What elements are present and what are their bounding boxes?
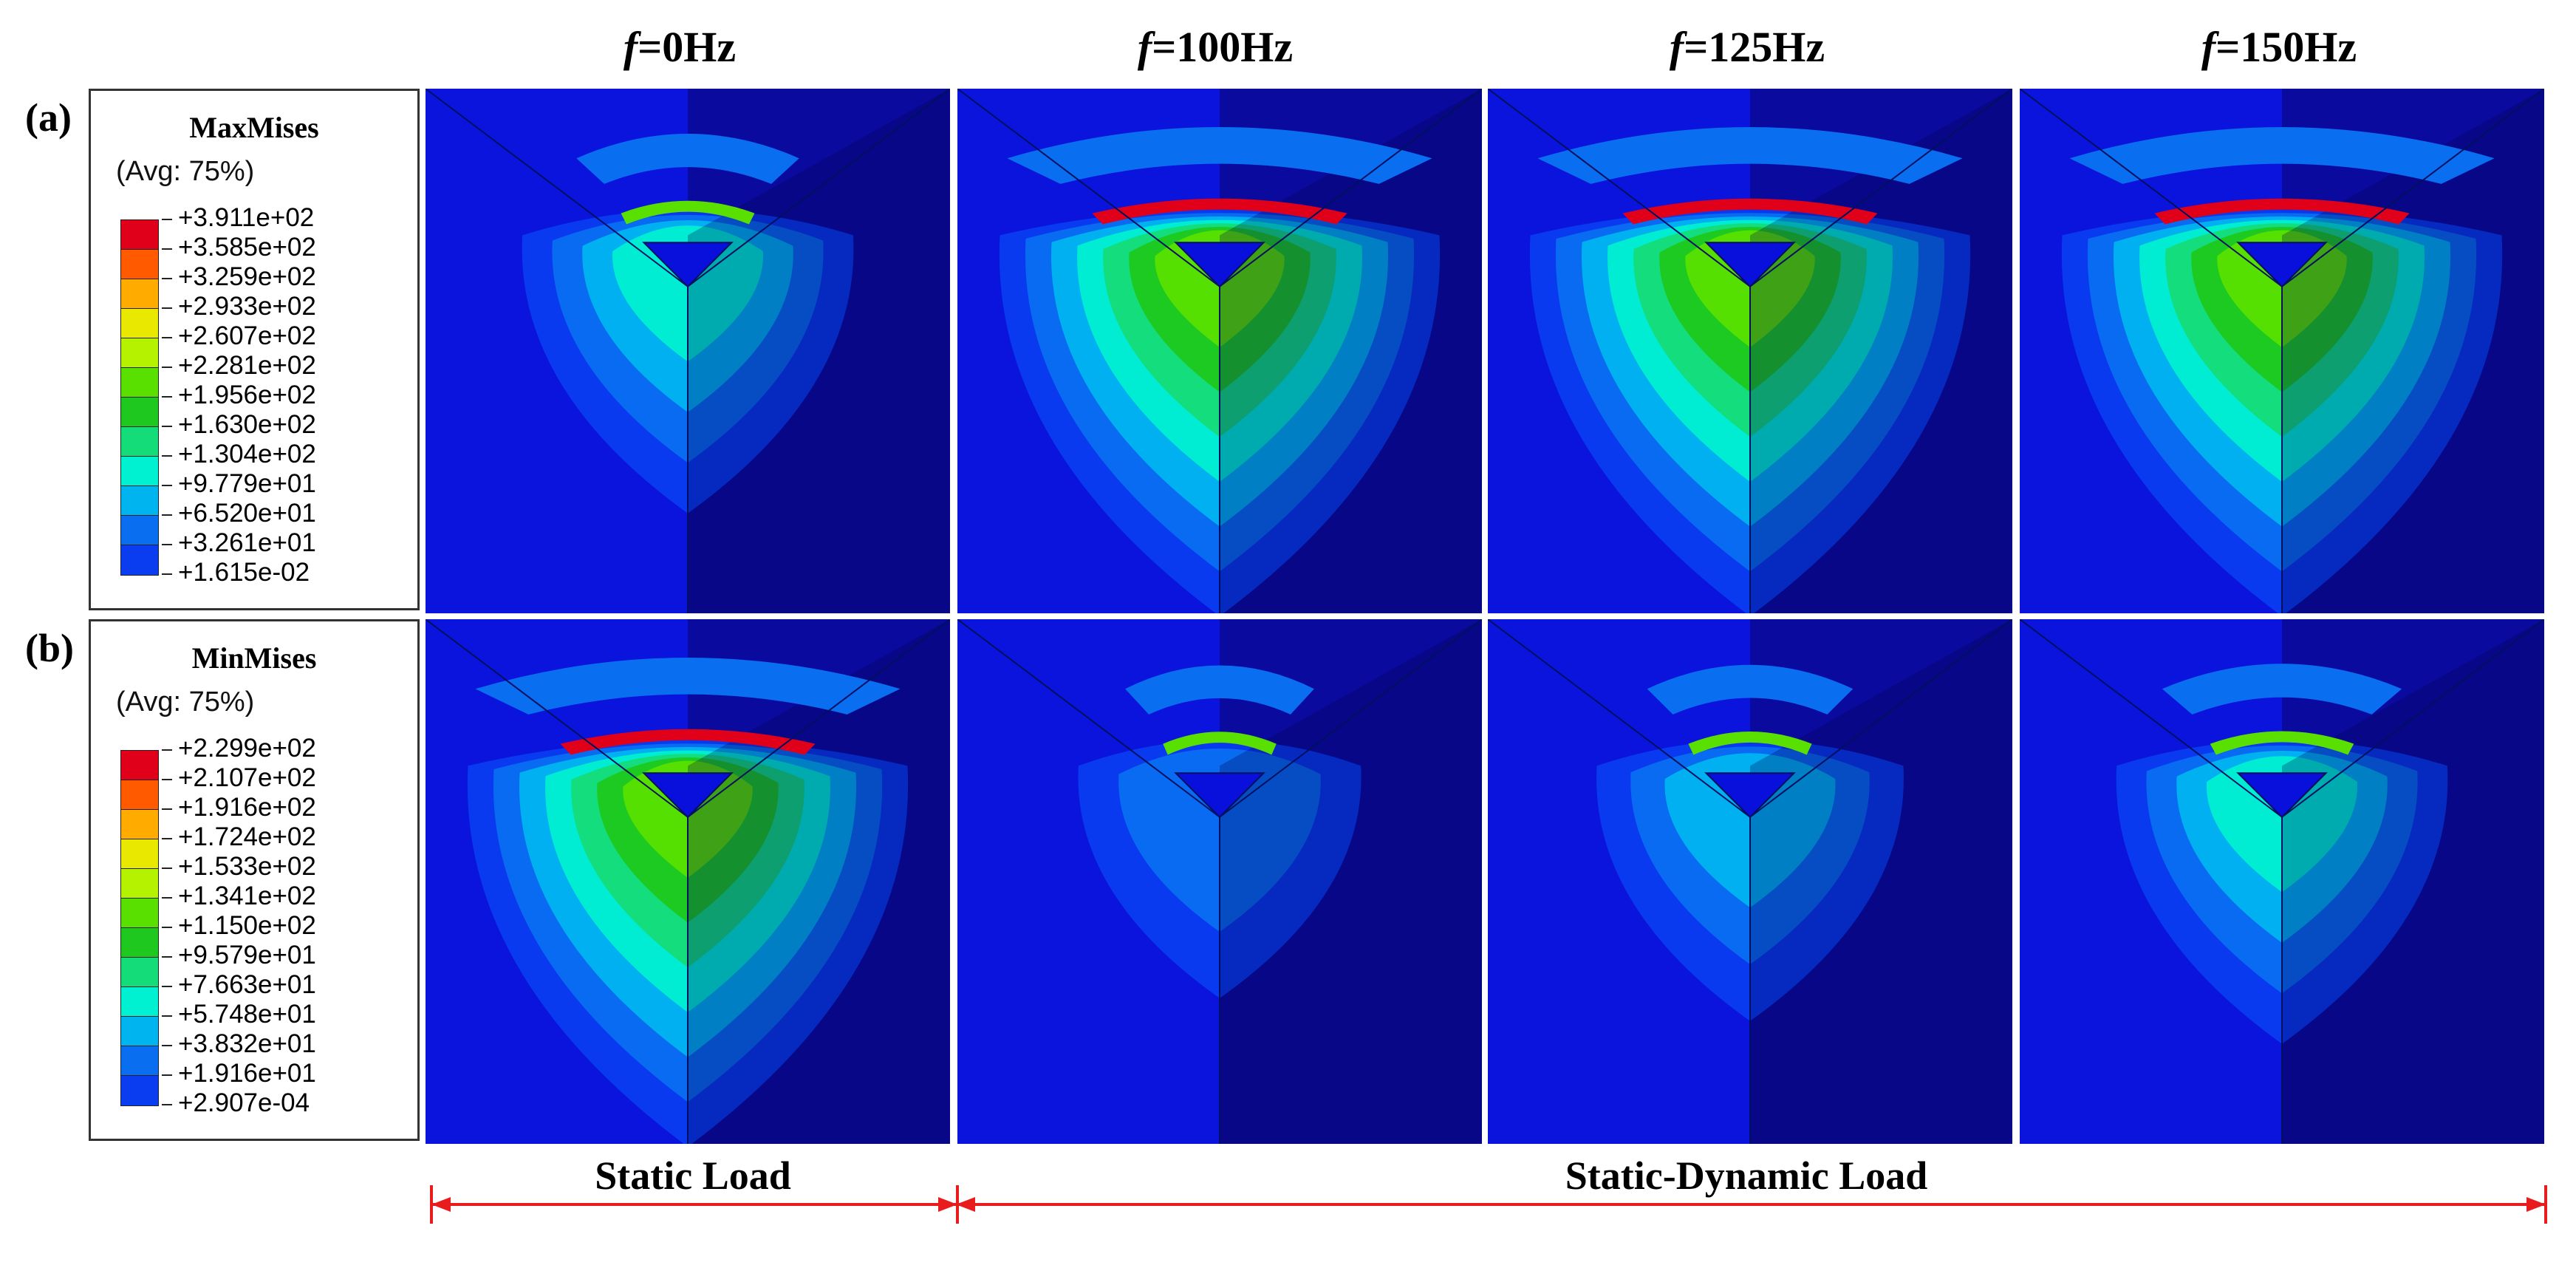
legend-value: +9.779e+01 (162, 469, 316, 499)
stress-contour-panel (957, 89, 1482, 613)
legend-value: +3.261e+01 (162, 528, 316, 558)
column-title-100hz: f=100Hz (1138, 22, 1293, 72)
legend-color-bar (120, 750, 159, 1106)
legend-value: +1.341e+02 (162, 882, 316, 911)
legend-value: +1.630e+02 (162, 410, 316, 440)
legend-swatch (121, 486, 158, 516)
freq-symbol: f (2201, 23, 2216, 71)
legend-value: +9.579e+01 (162, 941, 316, 970)
static-dynamic-load-arrow (956, 1185, 2547, 1224)
legend-value: +2.299e+02 (162, 734, 316, 763)
legend-swatch (121, 427, 158, 457)
legend-swatch (121, 958, 158, 987)
legend-value: +1.724e+02 (162, 822, 316, 852)
arrow-head-left (431, 1197, 451, 1212)
legend-swatch (121, 1076, 158, 1105)
static-load-label: Static Load (595, 1153, 791, 1198)
legend-swatch (121, 780, 158, 810)
legend-value: +3.832e+01 (162, 1029, 316, 1059)
legend-swatch (121, 987, 158, 1017)
legend-value: +1.615e-02 (162, 558, 310, 587)
legend-swatch (121, 839, 158, 869)
legend-value: +2.933e+02 (162, 292, 316, 321)
arrow-head-right (2527, 1197, 2546, 1212)
legend-swatch (121, 1046, 158, 1076)
legend-swatch (121, 545, 158, 575)
legend-value: +1.304e+02 (162, 440, 316, 469)
legend-title: MinMises (191, 641, 317, 675)
stress-contour-panel (2020, 619, 2544, 1144)
stress-contour-panel (426, 89, 950, 613)
stress-contour-panel (957, 619, 1482, 1144)
legend-value: +3.911e+02 (162, 203, 314, 233)
legend-swatch (121, 751, 158, 780)
legend-swatch (121, 516, 158, 545)
freq-symbol: f (623, 23, 638, 71)
legend-maxmises: MaxMises (Avg: 75%) +3.911e+02 +3.585e+02… (89, 89, 420, 610)
stress-contour-panel (2020, 89, 2544, 613)
stress-contour-panel (426, 619, 950, 1144)
arrow-head-left (956, 1197, 975, 1212)
legend-swatch (121, 220, 158, 250)
legend-value: +2.281e+02 (162, 351, 316, 381)
static-load-arrow (430, 1185, 959, 1224)
legend-swatch (121, 869, 158, 899)
row-label-a: (a) (25, 95, 72, 140)
legend-value: +2.107e+02 (162, 763, 316, 793)
legend-swatch (121, 1017, 158, 1046)
legend-value: +1.150e+02 (162, 911, 316, 941)
legend-value: +3.585e+02 (162, 233, 316, 262)
column-title-125hz: f=125Hz (1670, 22, 1825, 72)
legend-swatch (121, 368, 158, 398)
legend-color-bar (120, 219, 159, 576)
legend-value: +1.916e+01 (162, 1059, 316, 1088)
legend-value: +1.916e+02 (162, 793, 316, 822)
legend-swatch (121, 810, 158, 839)
freq-value: =150Hz (2215, 23, 2357, 71)
freq-value: =100Hz (1152, 23, 1294, 71)
legend-swatch (121, 250, 158, 279)
arrow-head-right (938, 1197, 957, 1212)
legend-minmises: MinMises (Avg: 75%) +2.299e+02 +2.107e+02… (89, 619, 420, 1141)
freq-symbol: f (1137, 23, 1152, 71)
legend-value: +3.259e+02 (162, 262, 316, 292)
legend-average-note: (Avg: 75%) (116, 686, 255, 717)
legend-value: +2.907e-04 (162, 1088, 310, 1118)
legend-swatch (121, 398, 158, 427)
legend-swatch (121, 338, 158, 368)
legend-value: +1.533e+02 (162, 852, 316, 882)
legend-swatch (121, 457, 158, 486)
column-title-150hz: f=150Hz (2201, 22, 2357, 72)
stress-contour-panel (1488, 89, 2012, 613)
freq-value: =0Hz (638, 23, 737, 71)
legend-swatch (121, 899, 158, 928)
stress-contour-panel (1488, 619, 2012, 1144)
column-title-0hz: f=0Hz (623, 22, 736, 72)
row-label-b: (b) (25, 626, 74, 670)
legend-value: +2.607e+02 (162, 321, 316, 351)
legend-value: +7.663e+01 (162, 970, 316, 1000)
legend-value: +6.520e+01 (162, 499, 316, 528)
legend-swatch (121, 279, 158, 309)
freq-value: =125Hz (1684, 23, 1825, 71)
legend-swatch (121, 309, 158, 338)
legend-swatch (121, 928, 158, 958)
legend-value: +5.748e+01 (162, 1000, 316, 1029)
legend-title: MaxMises (189, 111, 319, 144)
freq-symbol: f (1669, 23, 1684, 71)
legend-average-note: (Avg: 75%) (116, 156, 255, 187)
static-dynamic-load-label: Static-Dynamic Load (1565, 1153, 1928, 1198)
legend-value: +1.956e+02 (162, 381, 316, 410)
